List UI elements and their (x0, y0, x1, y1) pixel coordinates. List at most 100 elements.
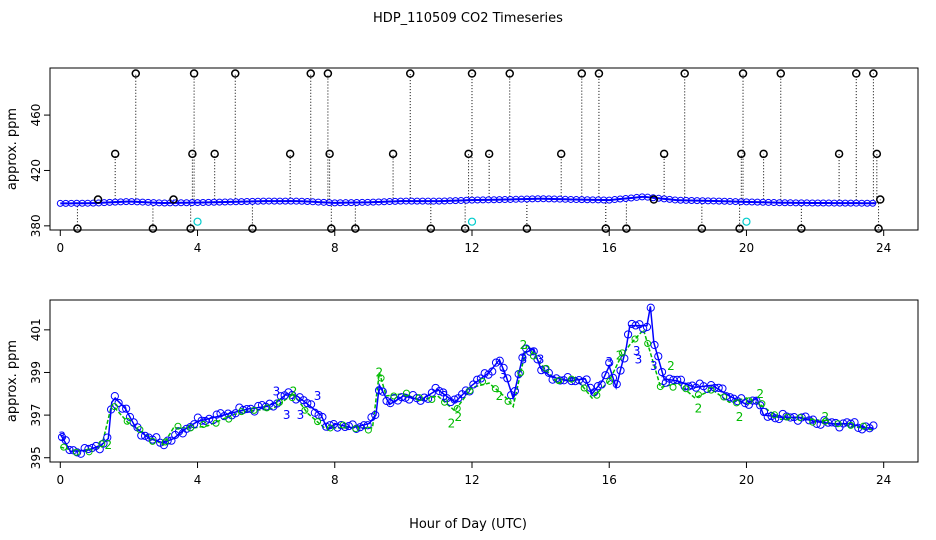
bottom-secondary-point (771, 411, 779, 419)
bottom-secondary-point (98, 440, 106, 448)
top-baseline-point (386, 198, 394, 206)
bottom-point-label: 2 (822, 410, 830, 424)
top-outlier-point (405, 69, 415, 78)
top-outlier-point (73, 224, 82, 233)
bottom-primary-point (306, 400, 316, 409)
top-baseline-point (397, 197, 405, 205)
top-y-tick-label: 460 (29, 104, 43, 127)
bottom-secondary-line (60, 328, 874, 453)
bottom-primary-point (325, 421, 335, 430)
bottom-primary-point (646, 303, 655, 312)
bottom-primary-point (499, 363, 508, 373)
bottom-secondary-point (415, 394, 423, 402)
bottom-point-label: 3 (605, 355, 613, 369)
top-baseline-point (512, 195, 520, 203)
top-outlier-point (231, 69, 240, 78)
bottom-secondary-point (149, 437, 157, 445)
top-axes: 0 4 8 12 16 20 24 380 420 460 (29, 104, 891, 255)
bottom-secondary-point (720, 393, 728, 401)
bottom-y-tick-label: 395 (29, 446, 43, 469)
top-baseline-point (764, 198, 772, 206)
bottom-primary-point (642, 322, 652, 332)
bottom-primary-point (623, 330, 633, 339)
top-baseline-point (117, 198, 125, 206)
bottom-point-label: 2 (695, 402, 703, 416)
top-baseline-point (841, 199, 849, 207)
top-baseline-point (578, 196, 586, 204)
top-baseline-point (199, 198, 207, 206)
bottom-secondary-point (656, 383, 664, 391)
top-baseline-point (314, 198, 322, 206)
bottom-primary-point (397, 393, 406, 402)
top-baseline-point (441, 197, 449, 205)
bottom-primary-point (122, 404, 131, 413)
top-outlier-point (169, 195, 178, 204)
bottom-primary-point (491, 358, 501, 367)
top-baseline-point (869, 199, 877, 207)
top-outlier-point (351, 224, 360, 233)
bottom-secondary-point (161, 438, 169, 446)
bottom-point-label: 2 (105, 438, 113, 452)
top-baseline-point (215, 198, 223, 206)
top-baseline-point (479, 196, 487, 204)
top-baseline-point (594, 196, 602, 204)
top-baseline-point (413, 197, 421, 205)
bottom-secondary-point (276, 398, 284, 406)
top-baseline-point (452, 197, 460, 205)
bottom-secondary-point (377, 374, 385, 382)
top-baseline-point (583, 196, 591, 204)
top-baseline-point (446, 197, 454, 205)
bottom-secondary-point (390, 392, 398, 400)
bottom-secondary-point (352, 425, 360, 433)
bottom-primary-point (582, 375, 591, 384)
bottom-secondary-point (85, 448, 93, 456)
bottom-primary-point (461, 386, 470, 395)
bottom-primary-point (854, 423, 863, 432)
bottom-primary-point (722, 392, 731, 401)
top-baseline-point (67, 199, 75, 207)
bottom-secondary-point (580, 384, 588, 392)
bottom-secondary-point (60, 443, 68, 451)
top-baseline-point (336, 199, 344, 207)
top-baseline-point (237, 198, 245, 206)
top-baseline-point (155, 199, 163, 207)
bottom-secondary-point (402, 389, 410, 397)
bottom-point-label: 3 (499, 368, 507, 382)
bottom-secondary-point (225, 415, 233, 423)
top-baseline-point (391, 197, 399, 205)
bottom-y-tick-label: 401 (29, 318, 43, 341)
top-baseline-point (331, 199, 339, 207)
top-outlier-point (759, 149, 768, 159)
top-baseline-point (265, 197, 273, 205)
bottom-secondary-point (796, 414, 804, 422)
bottom-secondary-point (136, 426, 144, 434)
bottom-secondary-point (859, 422, 867, 430)
top-baseline-point (84, 199, 92, 207)
bottom-x-tick-label: 20 (739, 473, 754, 487)
top-baseline-point (463, 196, 471, 204)
bottom-secondary-point (237, 408, 245, 416)
bottom-primary-point (771, 414, 780, 423)
top-flagged-point (193, 217, 202, 226)
top-baseline-point (759, 198, 767, 206)
top-baseline-point (561, 195, 569, 203)
top-baseline-point (600, 196, 608, 204)
bottom-primary-point (714, 383, 723, 393)
top-panel: approx. ppm 0 4 8 12 16 20 24 380 420 460 (5, 67, 919, 255)
top-baseline-point (309, 198, 317, 206)
bottom-secondary-point (567, 375, 575, 383)
bottom-point-label: 3 (297, 408, 305, 422)
bottom-secondary-point (199, 420, 207, 428)
bottom-primary-point (435, 387, 444, 396)
bottom-secondary-point (542, 364, 550, 372)
top-outlier-point (680, 69, 689, 78)
top-baseline-point (408, 197, 416, 205)
top-baseline-point (430, 197, 438, 205)
top-plot-frame (49, 67, 919, 231)
top-outlier-point (484, 149, 494, 159)
top-outlier-point (522, 224, 532, 233)
top-baseline-point (852, 199, 860, 207)
top-baseline-point (325, 199, 333, 207)
bottom-primary-point (303, 399, 312, 408)
bottom-secondary-point (453, 405, 461, 413)
